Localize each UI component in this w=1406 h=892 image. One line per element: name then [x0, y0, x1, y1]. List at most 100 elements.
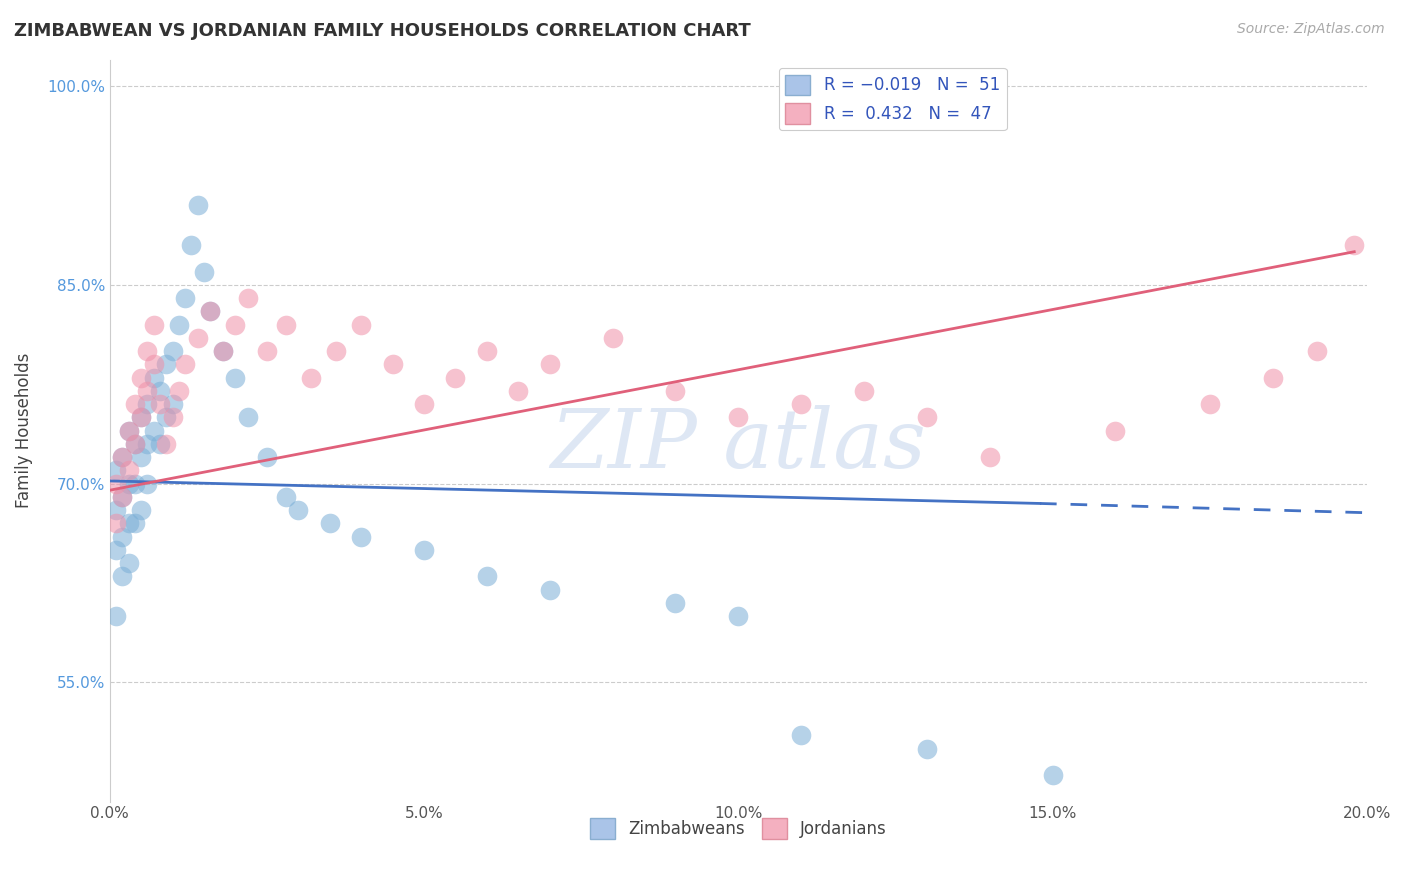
Point	[444, 370, 467, 384]
Point	[475, 569, 498, 583]
Point	[149, 384, 172, 398]
Point	[149, 437, 172, 451]
Point	[224, 318, 246, 332]
Point	[142, 370, 165, 384]
Point	[111, 450, 134, 464]
Point	[129, 503, 152, 517]
Point	[167, 384, 190, 398]
Point	[105, 609, 128, 624]
Point	[136, 476, 159, 491]
Point	[124, 516, 146, 531]
Y-axis label: Family Households: Family Households	[15, 353, 32, 508]
Point	[142, 424, 165, 438]
Point	[200, 304, 222, 318]
Point	[174, 357, 197, 371]
Point	[136, 397, 159, 411]
Point	[117, 463, 139, 477]
Point	[1305, 344, 1327, 359]
Point	[350, 318, 373, 332]
Point	[136, 437, 159, 451]
Point	[142, 318, 165, 332]
Point	[602, 331, 624, 345]
Point	[212, 344, 235, 359]
Point	[538, 357, 561, 371]
Point	[1261, 370, 1284, 384]
Point	[212, 344, 235, 359]
Text: ZIMBABWEAN VS JORDANIAN FAMILY HOUSEHOLDS CORRELATION CHART: ZIMBABWEAN VS JORDANIAN FAMILY HOUSEHOLD…	[14, 22, 751, 40]
Point	[853, 384, 876, 398]
Point	[111, 569, 134, 583]
Point	[180, 238, 202, 252]
Point	[256, 344, 278, 359]
Point	[475, 344, 498, 359]
Point	[299, 370, 322, 384]
Point	[105, 516, 128, 531]
Point	[413, 542, 436, 557]
Point	[149, 397, 172, 411]
Point	[111, 490, 134, 504]
Point	[129, 410, 152, 425]
Point	[664, 596, 686, 610]
Point	[117, 556, 139, 570]
Point	[287, 503, 309, 517]
Point	[162, 410, 184, 425]
Point	[105, 463, 128, 477]
Point	[105, 476, 128, 491]
Point	[124, 437, 146, 451]
Point	[274, 490, 297, 504]
Point	[727, 609, 749, 624]
Point	[124, 437, 146, 451]
Point	[129, 370, 152, 384]
Point	[111, 490, 134, 504]
Text: Source: ZipAtlas.com: Source: ZipAtlas.com	[1237, 22, 1385, 37]
Point	[236, 291, 259, 305]
Point	[111, 450, 134, 464]
Point	[413, 397, 436, 411]
Point	[155, 410, 177, 425]
Point	[1104, 424, 1126, 438]
Point	[174, 291, 197, 305]
Point	[256, 450, 278, 464]
Point	[1343, 238, 1365, 252]
Point	[117, 424, 139, 438]
Point	[105, 542, 128, 557]
Point	[381, 357, 404, 371]
Point	[142, 357, 165, 371]
Point	[325, 344, 347, 359]
Point	[790, 397, 813, 411]
Point	[136, 344, 159, 359]
Point	[187, 198, 209, 212]
Text: ZIP atlas: ZIP atlas	[550, 406, 927, 485]
Legend: Zimbabweans, Jordanians: Zimbabweans, Jordanians	[583, 812, 893, 846]
Point	[162, 397, 184, 411]
Point	[236, 410, 259, 425]
Point	[1042, 768, 1064, 782]
Point	[105, 503, 128, 517]
Point	[167, 318, 190, 332]
Point	[193, 264, 215, 278]
Point	[117, 424, 139, 438]
Point	[915, 410, 938, 425]
Point	[979, 450, 1001, 464]
Point	[162, 344, 184, 359]
Point	[664, 384, 686, 398]
Point	[124, 397, 146, 411]
Point	[1198, 397, 1220, 411]
Point	[350, 530, 373, 544]
Point	[155, 357, 177, 371]
Point	[224, 370, 246, 384]
Point	[129, 410, 152, 425]
Point	[187, 331, 209, 345]
Point	[915, 741, 938, 756]
Point	[200, 304, 222, 318]
Point	[538, 582, 561, 597]
Point	[508, 384, 530, 398]
Point	[124, 476, 146, 491]
Point	[117, 516, 139, 531]
Point	[136, 384, 159, 398]
Point	[727, 410, 749, 425]
Point	[129, 450, 152, 464]
Point	[155, 437, 177, 451]
Point	[790, 728, 813, 742]
Point	[111, 530, 134, 544]
